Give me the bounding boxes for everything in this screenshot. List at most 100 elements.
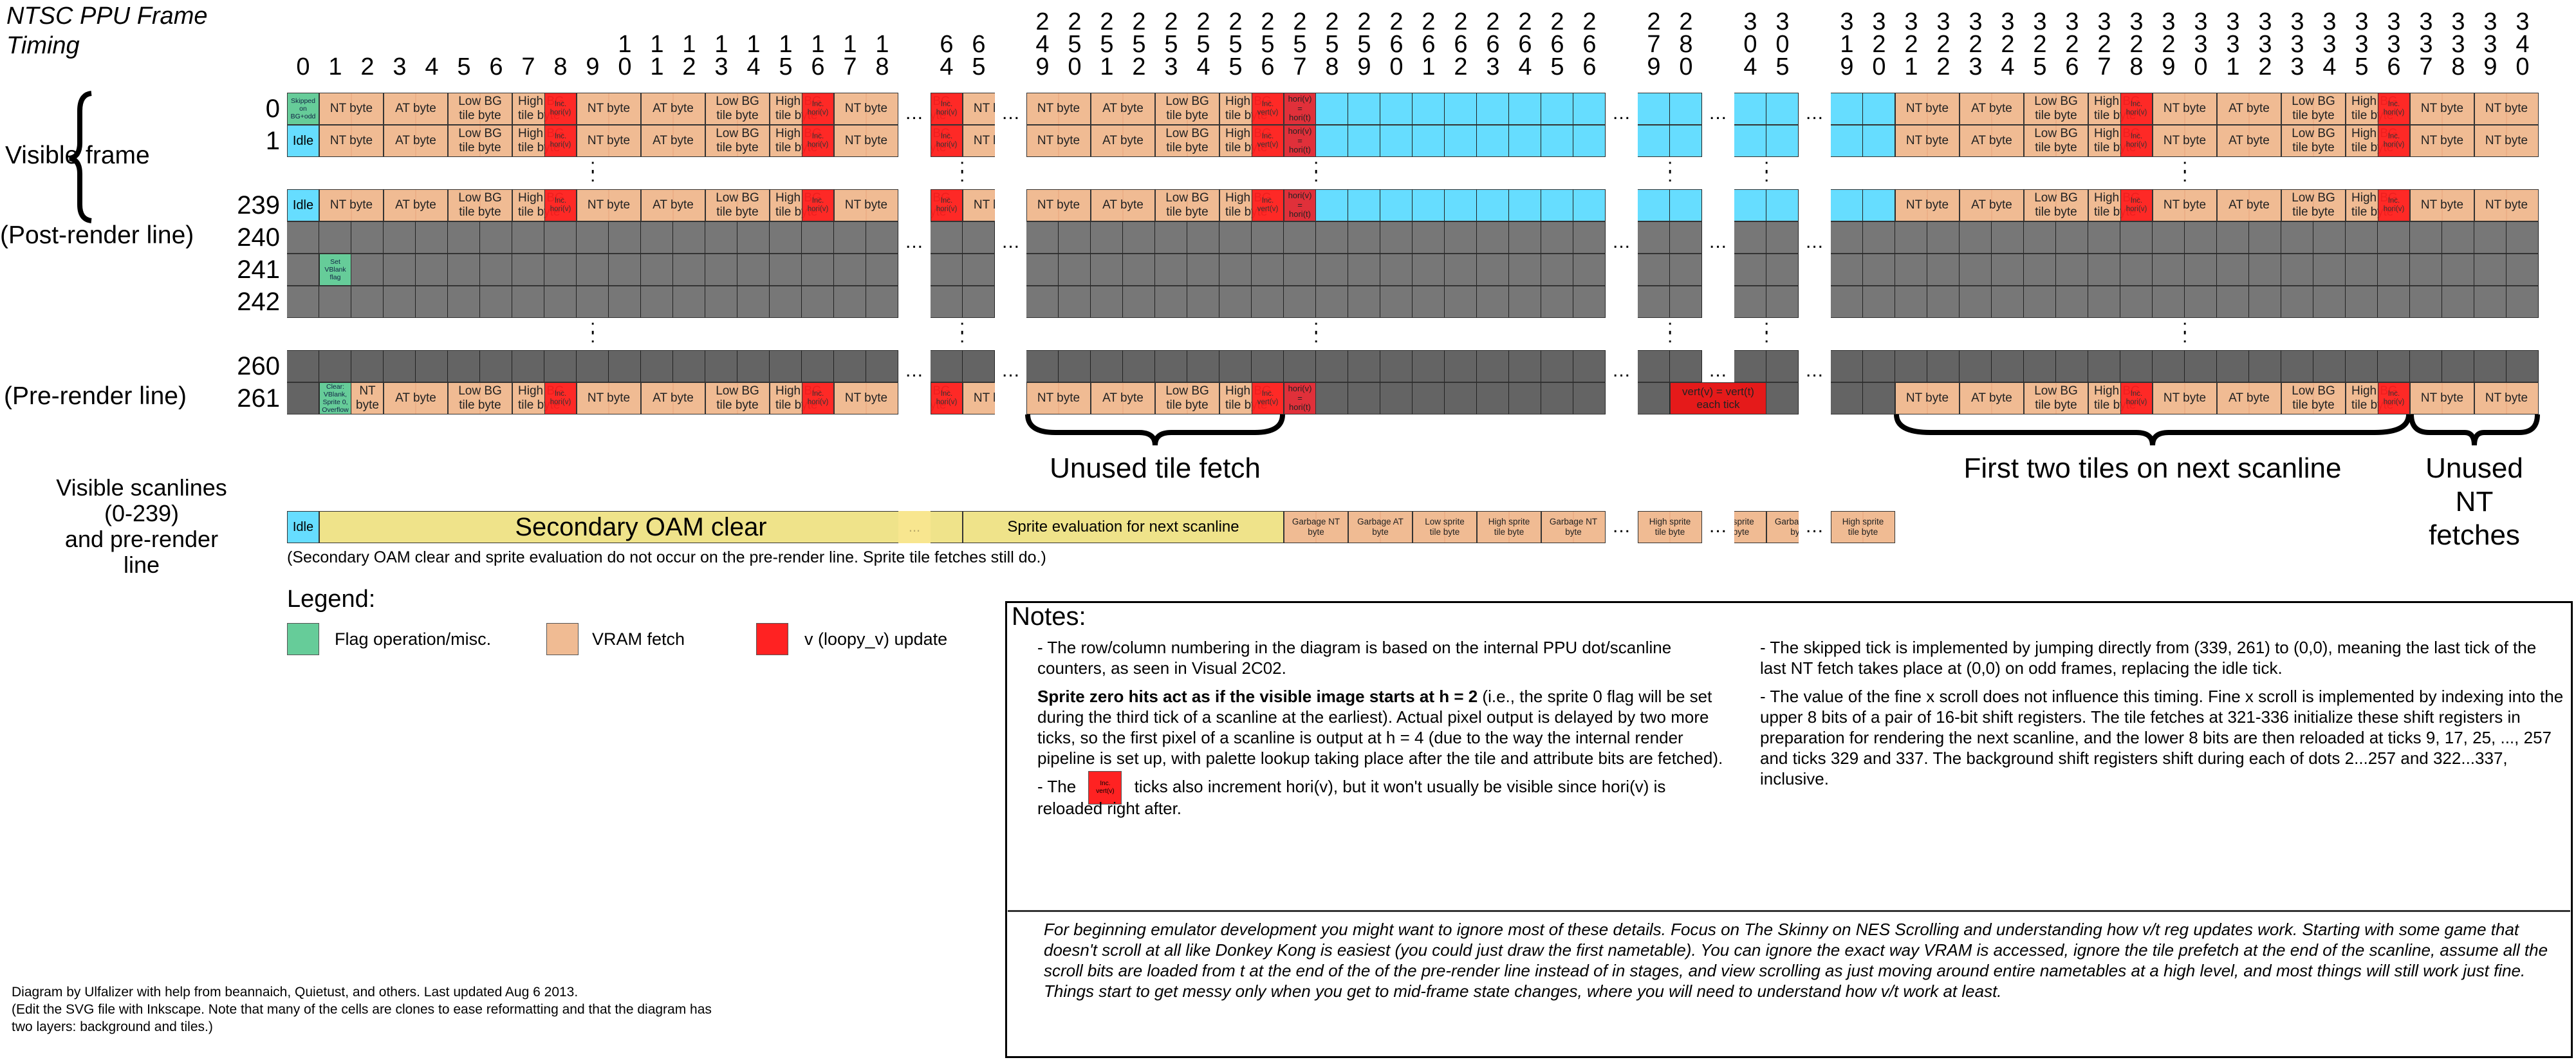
cell bbox=[1187, 221, 1219, 254]
braces bbox=[69, 91, 2540, 446]
column-number: 2 5 4 bbox=[1196, 8, 1210, 80]
cell bbox=[834, 254, 866, 286]
column-number: 2 5 0 bbox=[1068, 8, 1082, 80]
cell bbox=[1477, 350, 1509, 382]
cell bbox=[673, 350, 705, 382]
cell bbox=[480, 254, 512, 286]
cell bbox=[416, 350, 448, 382]
cell-flag: Skipped on BG+odd bbox=[287, 93, 319, 125]
column-number: 3 2 1 bbox=[1904, 8, 1918, 80]
ellipsis: ... bbox=[1001, 102, 1020, 124]
cell bbox=[384, 254, 416, 286]
cell-nt: NT byte bbox=[2410, 382, 2474, 414]
cell bbox=[866, 254, 898, 286]
cell bbox=[287, 221, 319, 254]
cell bbox=[770, 350, 802, 382]
cell bbox=[319, 286, 351, 318]
row-segment: High BG tile byteInc. hori(v)NT byte bbox=[931, 93, 995, 125]
cell bbox=[2313, 221, 2346, 254]
cell bbox=[2088, 254, 2120, 286]
cell-low: Low BG tile byte bbox=[2024, 93, 2088, 125]
column-number: 2 5 7 bbox=[1293, 8, 1307, 80]
column-number: 1 0 bbox=[618, 31, 632, 80]
cell bbox=[1316, 221, 1348, 254]
cell bbox=[1123, 221, 1155, 254]
post-render-label: (Post-render line) bbox=[0, 221, 194, 249]
column-number: 3 0 4 bbox=[1743, 8, 1757, 80]
cell-low: Low BG tile byte bbox=[2281, 125, 2346, 157]
cell bbox=[931, 350, 963, 382]
ellipsis: ... bbox=[905, 231, 923, 252]
notes-bottom: For beginning emulator development you m… bbox=[1044, 919, 2562, 1009]
legend-title: Legend: bbox=[287, 586, 376, 613]
cell bbox=[2507, 350, 2539, 382]
cell bbox=[1927, 286, 1960, 318]
column-number: 2 bbox=[360, 53, 375, 80]
cell bbox=[609, 350, 641, 382]
cell-at: AT byte bbox=[1960, 125, 2024, 157]
cell bbox=[1348, 93, 1380, 125]
column-number: 1 3 bbox=[714, 31, 728, 80]
cell-nt: NT byte bbox=[2474, 189, 2539, 221]
cell-at: AT byte bbox=[1960, 189, 2024, 221]
cell-nt: NT byte bbox=[577, 382, 641, 414]
column-number: 6 5 bbox=[972, 31, 986, 80]
column-number: 1 2 bbox=[682, 31, 696, 80]
cell-inc-h: Inc. hori(v) bbox=[2120, 382, 2153, 414]
cell-nt: NT byte bbox=[2153, 125, 2217, 157]
cell-at: AT byte bbox=[384, 382, 448, 414]
cell-fetch: High sprite tile byte bbox=[1477, 511, 1541, 543]
cell bbox=[834, 350, 866, 382]
cell bbox=[1380, 125, 1413, 157]
column-number: 2 6 4 bbox=[1518, 8, 1532, 80]
note-sprite-zero: Sprite zero hits act as if the visible i… bbox=[1037, 686, 1732, 768]
cell-at: AT byte bbox=[384, 189, 448, 221]
cell bbox=[1509, 221, 1541, 254]
cell bbox=[641, 221, 673, 254]
cell bbox=[2088, 286, 2120, 318]
cell bbox=[1541, 254, 1573, 286]
cell bbox=[1573, 350, 1606, 382]
cell bbox=[2120, 221, 2153, 254]
cell bbox=[544, 254, 577, 286]
cell bbox=[1734, 125, 1766, 157]
ellipsis: ... bbox=[1805, 516, 1824, 537]
cell bbox=[512, 221, 544, 254]
row-segment bbox=[1638, 125, 1702, 157]
cell bbox=[1509, 189, 1541, 221]
cell bbox=[1477, 93, 1509, 125]
cell bbox=[1445, 286, 1477, 318]
cell bbox=[2442, 221, 2474, 254]
legend-swatch-vram bbox=[546, 623, 579, 655]
row-segment bbox=[1831, 254, 2539, 286]
row-segment bbox=[1734, 350, 1799, 382]
cell-copy-h: hori(v) = hori(t) bbox=[1284, 93, 1316, 125]
cell-inc-v: Inc. vert(v) bbox=[1252, 93, 1284, 125]
row-segment: Idle bbox=[287, 511, 898, 543]
sprite-note: (Secondary OAM clear and sprite evaluati… bbox=[287, 548, 1046, 566]
cell bbox=[2281, 254, 2313, 286]
cell-inc-v: Inc. vert(v) bbox=[1252, 382, 1284, 414]
cell-nt: NT byte bbox=[577, 93, 641, 125]
cell-fetch: Garbage AT byte bbox=[1348, 511, 1413, 543]
cell-at: AT byte bbox=[1091, 189, 1155, 221]
cell-fetch: Garbage NT byte bbox=[1541, 511, 1606, 543]
cell-inc-h: Inc. hori(v) bbox=[802, 93, 834, 125]
cell bbox=[287, 286, 319, 318]
cell bbox=[1026, 221, 1059, 254]
cell-at: AT byte bbox=[641, 189, 705, 221]
cell bbox=[577, 350, 609, 382]
cell bbox=[1573, 286, 1606, 318]
cell-flag: Set VBlank flag bbox=[319, 254, 351, 286]
row-segment: High sprite tile byte bbox=[1638, 511, 1702, 543]
column-number: 3 3 7 bbox=[2419, 8, 2433, 80]
cell-at: AT byte bbox=[641, 93, 705, 125]
cell-idle: Idle bbox=[287, 125, 319, 157]
column-number: 2 6 3 bbox=[1486, 8, 1500, 80]
column-number: 2 6 2 bbox=[1454, 8, 1468, 80]
ellipsis: ... bbox=[1612, 231, 1631, 252]
vertical-ellipsis: : : bbox=[590, 316, 596, 347]
cell-inc-h: Inc. hori(v) bbox=[802, 189, 834, 221]
column-number: 6 4 bbox=[940, 31, 954, 80]
